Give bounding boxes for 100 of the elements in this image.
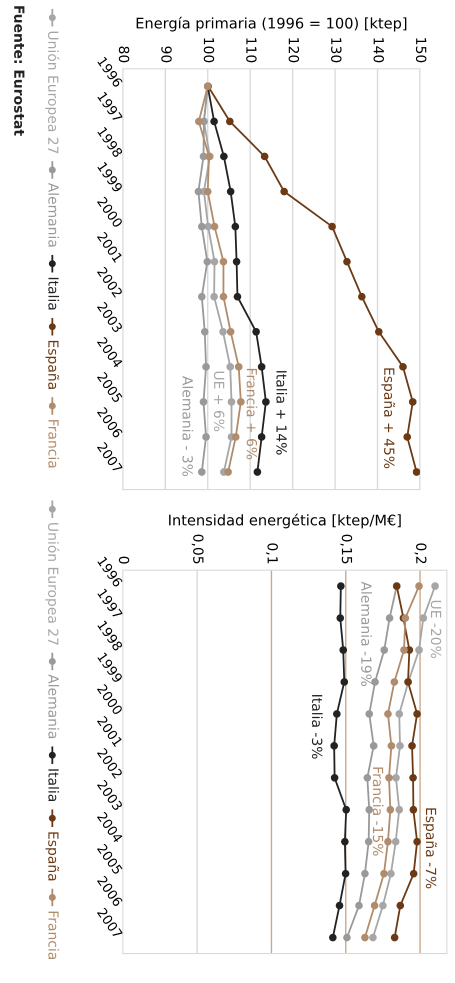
legend-label: Italia (48, 769, 60, 802)
point (386, 614, 394, 622)
point (232, 433, 240, 441)
point (358, 292, 366, 301)
point (336, 902, 344, 910)
x-tick-label: 120 (288, 38, 300, 62)
x-tick-label: 140 (373, 38, 384, 62)
legend-label: Francia (48, 420, 60, 468)
point (210, 118, 218, 126)
annotation: UE -20% (430, 600, 442, 658)
point (198, 468, 206, 476)
point (370, 902, 378, 910)
point (210, 292, 218, 301)
point (361, 934, 369, 942)
point (333, 710, 341, 718)
point (363, 774, 372, 782)
point (415, 582, 423, 590)
point (252, 328, 260, 336)
point (415, 646, 423, 654)
annotation: UE + 6% (214, 372, 224, 432)
point (410, 870, 418, 878)
point (220, 292, 228, 301)
point (384, 710, 392, 718)
point (361, 870, 369, 878)
point (220, 258, 228, 266)
point (369, 934, 377, 942)
point (392, 774, 400, 782)
point (202, 433, 210, 441)
point (388, 742, 396, 750)
point (228, 398, 236, 406)
x-tick-label: 0,15 (340, 534, 352, 564)
point (343, 934, 351, 942)
point (329, 934, 337, 942)
legend-label: Unión Europea 27 (45, 32, 60, 154)
point (210, 222, 218, 230)
point (399, 363, 407, 371)
point (370, 742, 378, 750)
point (396, 902, 404, 910)
point (364, 838, 372, 846)
point (341, 838, 349, 846)
point (395, 806, 404, 814)
point (342, 870, 350, 878)
legend-label: España (45, 340, 60, 389)
point (328, 222, 336, 230)
source-note: Fuente: Eurostat (14, 6, 24, 136)
legend-label: Francia (48, 912, 60, 959)
point (198, 222, 206, 230)
point (226, 363, 234, 371)
point (254, 468, 262, 476)
point (195, 118, 203, 126)
point (355, 902, 363, 910)
point (337, 582, 345, 590)
point (280, 188, 288, 196)
point (374, 328, 383, 336)
point (202, 363, 210, 371)
point (224, 468, 232, 476)
point (409, 774, 417, 782)
x-tick-label: 110 (246, 38, 257, 62)
point (420, 614, 428, 622)
point (385, 774, 393, 782)
point (413, 838, 421, 846)
point (395, 710, 404, 718)
point (408, 742, 416, 750)
point (234, 363, 243, 371)
point (226, 188, 234, 196)
legend-label: Alemania (48, 182, 60, 247)
point (413, 710, 421, 718)
point (232, 258, 240, 266)
point (380, 870, 388, 878)
point (234, 292, 242, 301)
point (336, 614, 344, 622)
point (200, 398, 208, 406)
point (390, 678, 398, 686)
point (339, 646, 348, 654)
point (408, 398, 417, 406)
point (396, 742, 404, 750)
point (232, 222, 240, 230)
x-tick-label: 150 (416, 38, 426, 62)
point (220, 152, 228, 160)
point (210, 258, 218, 266)
point (330, 742, 338, 750)
legend-label: Alemania (48, 674, 60, 738)
annotation: Italia + 14% (276, 371, 288, 455)
point (380, 646, 388, 654)
point (392, 838, 400, 846)
point (343, 258, 351, 266)
point (219, 328, 227, 336)
x-tick-label: 100 (204, 38, 214, 62)
point (198, 292, 206, 301)
x-axis-title: Intensidad energética [ktep/M€] (169, 514, 401, 528)
annotation: Francia -15% (372, 767, 384, 856)
point (412, 468, 420, 476)
point (342, 806, 350, 814)
point (384, 838, 392, 846)
point (258, 363, 266, 371)
point (390, 934, 398, 942)
legend-label: España (45, 832, 60, 880)
point (403, 433, 412, 441)
point (226, 118, 234, 126)
annotation: Italia -3% (312, 695, 323, 759)
